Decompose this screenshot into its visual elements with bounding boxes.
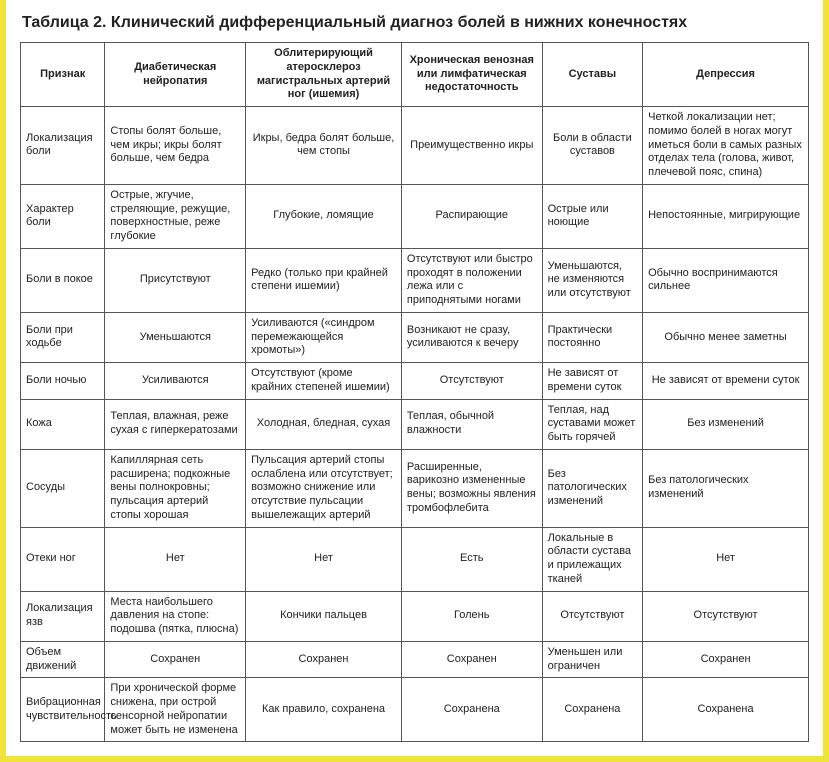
table-cell: Сохранен <box>643 641 809 678</box>
row-header: Кожа <box>21 399 105 449</box>
column-header: Признак <box>21 43 105 107</box>
table-cell: Уменьшаются, не изменяются или отсутству… <box>542 248 643 312</box>
table-cell: Четкой локализации нет; помимо болей в н… <box>643 107 809 185</box>
table-cell: Практически постоянно <box>542 312 643 362</box>
table-cell: Обычно воспринимаются сильнее <box>643 248 809 312</box>
table-cell: Пульсация артерий стопы ослаблена или от… <box>246 449 402 527</box>
table-cell: Как правило, сохранена <box>246 678 402 742</box>
table-cell: Сохранена <box>542 678 643 742</box>
table-cell: Отсутствуют <box>401 363 542 400</box>
row-header: Локализация язв <box>21 591 105 641</box>
table-cell: Не зависят от времени суток <box>542 363 643 400</box>
row-header: Боли в покое <box>21 248 105 312</box>
page-frame: Таблица 2. Клинический дифференциальный … <box>0 0 829 762</box>
table-cell: Стопы болят больше, чем икры; икры болят… <box>105 107 246 185</box>
table-row: Вибрационная чувствительностьПри хрониче… <box>21 678 809 742</box>
table-cell: Отсутствуют <box>643 591 809 641</box>
table-cell: Сохранена <box>401 678 542 742</box>
table-row: СосудыКапиллярная сеть расширена; подкож… <box>21 449 809 527</box>
table-cell: Расширенные, варикозно измененные вены; … <box>401 449 542 527</box>
table-cell: Нет <box>105 527 246 591</box>
table-cell: Теплая, влажная, реже сухая с гиперкерат… <box>105 399 246 449</box>
row-header: Объем движений <box>21 641 105 678</box>
table-cell: Без патологических изменений <box>643 449 809 527</box>
table-row: Боли ночьюУсиливаютсяОтсутствуют (кроме … <box>21 363 809 400</box>
table-cell: Острые, жгучие, стреляющие, режущие, пов… <box>105 184 246 248</box>
row-header: Локализация боли <box>21 107 105 185</box>
table-cell: Усиливаются <box>105 363 246 400</box>
table-cell: Не зависят от времени суток <box>643 363 809 400</box>
table-cell: Капиллярная сеть расширена; подкожные ве… <box>105 449 246 527</box>
table-cell: Кончики пальцев <box>246 591 402 641</box>
table-cell: Редко (только при крайней степени ишемии… <box>246 248 402 312</box>
table-cell: Голень <box>401 591 542 641</box>
table-cell: Отсутствуют (кроме крайних степеней ишем… <box>246 363 402 400</box>
table-header-row: ПризнакДиабетическая нейропатияОблитерир… <box>21 43 809 107</box>
table-cell: Нет <box>246 527 402 591</box>
table-cell: Обычно менее заметны <box>643 312 809 362</box>
table-cell: Теплая, обычной влажности <box>401 399 542 449</box>
table-cell: Холодная, бледная, сухая <box>246 399 402 449</box>
table-cell: При хронической форме снижена, при остро… <box>105 678 246 742</box>
column-header: Диабетическая нейропатия <box>105 43 246 107</box>
table-cell: Возникают не сразу, усиливаются к вечеру <box>401 312 542 362</box>
table-row: Боли при ходьбеУменьшаютсяУсиливаются («… <box>21 312 809 362</box>
table-cell: Уменьшен или ограничен <box>542 641 643 678</box>
table-title: Таблица 2. Клинический дифференциальный … <box>22 14 809 32</box>
table-cell: Сохранен <box>105 641 246 678</box>
column-header: Облитерирующий атеросклероз магистральны… <box>246 43 402 107</box>
table-head: ПризнакДиабетическая нейропатияОблитерир… <box>21 43 809 107</box>
table-cell: Без патологических изменений <box>542 449 643 527</box>
table-cell: Локальные в области сустава и прилежащих… <box>542 527 643 591</box>
table-cell: Сохранена <box>643 678 809 742</box>
row-header: Отеки ног <box>21 527 105 591</box>
table-cell: Теплая, над суставами может быть горячей <box>542 399 643 449</box>
table-cell: Без изменений <box>643 399 809 449</box>
table-cell: Непостоянные, мигрирующие <box>643 184 809 248</box>
table-body: Локализация болиСтопы болят больше, чем … <box>21 107 809 742</box>
table-row: Локализация язвМеста наибольшего давлени… <box>21 591 809 641</box>
table-cell: Нет <box>643 527 809 591</box>
table-cell: Острые или ноющие <box>542 184 643 248</box>
table-cell: Боли в области суставов <box>542 107 643 185</box>
table-row: Характер болиОстрые, жгучие, стреляющие,… <box>21 184 809 248</box>
table-cell: Отсутствуют или быстро проходят в положе… <box>401 248 542 312</box>
table-cell: Уменьшаются <box>105 312 246 362</box>
column-header: Суставы <box>542 43 643 107</box>
table-row: Объем движенийСохраненСохраненСохраненУм… <box>21 641 809 678</box>
row-header: Вибрационная чувствительность <box>21 678 105 742</box>
row-header: Боли ночью <box>21 363 105 400</box>
table-cell: Есть <box>401 527 542 591</box>
table-cell: Сохранен <box>401 641 542 678</box>
table-cell: Присутствуют <box>105 248 246 312</box>
table-cell: Сохранен <box>246 641 402 678</box>
table-cell: Икры, бедра болят больше, чем стопы <box>246 107 402 185</box>
table-cell: Отсутствуют <box>542 591 643 641</box>
row-header: Боли при ходьбе <box>21 312 105 362</box>
table-cell: Усиливаются («синдром перемежающейся хро… <box>246 312 402 362</box>
table-row: Боли в покоеПрисутствуютРедко (только пр… <box>21 248 809 312</box>
row-header: Характер боли <box>21 184 105 248</box>
table-row: КожаТеплая, влажная, реже сухая с гиперк… <box>21 399 809 449</box>
table-cell: Распирающие <box>401 184 542 248</box>
table-cell: Глубокие, ломящие <box>246 184 402 248</box>
row-header: Сосуды <box>21 449 105 527</box>
table-row: Локализация болиСтопы болят больше, чем … <box>21 107 809 185</box>
table-cell: Места наибольшего давления на стопе: под… <box>105 591 246 641</box>
diagnosis-table: ПризнакДиабетическая нейропатияОблитерир… <box>20 42 809 742</box>
table-row: Отеки ногНетНетЕстьЛокальные в области с… <box>21 527 809 591</box>
table-cell: Преимущественно икры <box>401 107 542 185</box>
column-header: Депрессия <box>643 43 809 107</box>
column-header: Хроническая венозная или лимфатическая н… <box>401 43 542 107</box>
